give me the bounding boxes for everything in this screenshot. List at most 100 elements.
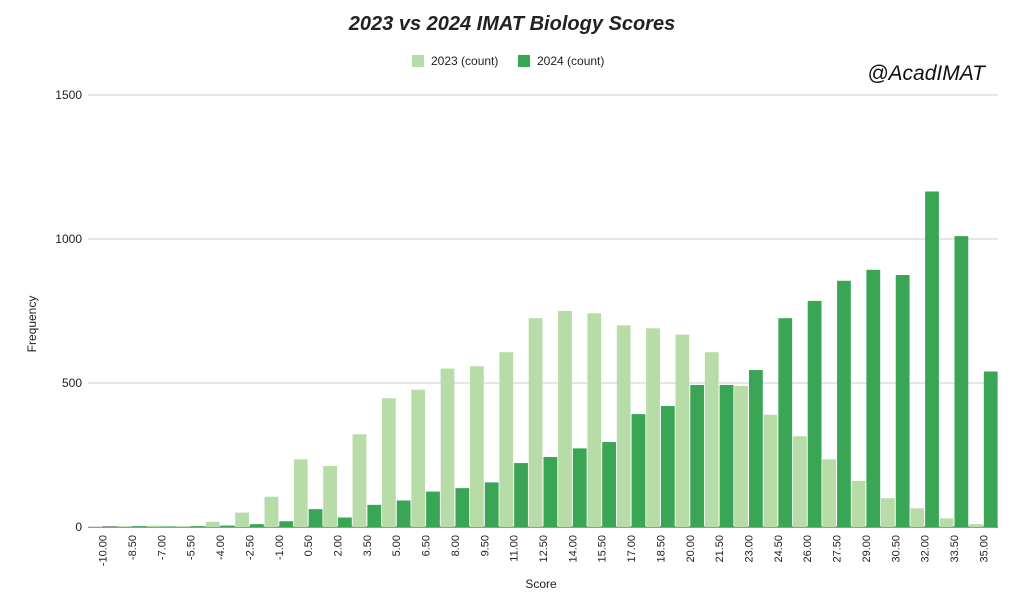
x-tick-label: 30.50	[890, 535, 902, 563]
bar	[484, 482, 499, 527]
bar	[763, 414, 778, 527]
bar	[220, 525, 235, 527]
bar	[954, 236, 969, 527]
bar	[132, 526, 147, 527]
bar	[426, 491, 440, 527]
bar	[675, 334, 690, 527]
bar	[837, 280, 851, 527]
x-tick-label: 24.50	[773, 535, 785, 563]
bar	[293, 459, 308, 527]
bar	[469, 366, 484, 527]
bar	[396, 500, 411, 527]
watermark: @AcadIMAT	[867, 62, 987, 85]
x-tick-label: 26.00	[802, 535, 814, 563]
x-tick-label: -7.00	[156, 535, 168, 560]
bar	[704, 352, 719, 527]
bar	[646, 328, 660, 527]
bar	[807, 300, 822, 527]
bar	[235, 512, 249, 527]
x-tick-label: -5.50	[186, 535, 198, 560]
x-tick-label: 29.00	[861, 535, 873, 563]
bar	[279, 521, 294, 527]
bar	[514, 463, 528, 527]
x-tick-label: 3.50	[362, 535, 374, 556]
bar	[822, 459, 837, 527]
bar	[910, 508, 925, 527]
bar	[969, 524, 983, 527]
x-tick-label: -4.00	[215, 535, 227, 560]
bar	[117, 526, 132, 527]
bar	[748, 370, 763, 527]
x-tick-label: 14.00	[567, 535, 579, 563]
bar	[264, 496, 279, 527]
bar	[147, 525, 161, 527]
bar	[176, 526, 191, 527]
y-axis-title: Frequency	[25, 296, 39, 353]
bar	[660, 406, 675, 527]
x-tick-label: 9.50	[479, 535, 491, 556]
x-tick-label: 11.00	[509, 535, 521, 562]
y-tick-label: 500	[62, 376, 82, 390]
bar	[602, 442, 617, 527]
chart-title: 2023 vs 2024 IMAT Biology Scores	[348, 13, 675, 35]
bar	[587, 313, 602, 527]
bar	[734, 385, 748, 527]
bar	[205, 521, 220, 527]
bar	[528, 318, 543, 527]
bar	[778, 318, 793, 527]
legend-label: 2024 (count)	[537, 54, 604, 68]
bar	[558, 311, 572, 527]
x-tick-label: 2.00	[333, 535, 345, 556]
y-tick-label: 0	[75, 520, 82, 534]
x-axis-title: Score	[525, 577, 557, 591]
x-tick-label: 5.00	[391, 535, 403, 556]
bar	[572, 448, 587, 527]
bar	[719, 385, 734, 527]
legend-label: 2023 (count)	[431, 54, 498, 68]
x-tick-label: 18.50	[655, 535, 667, 563]
bar	[690, 385, 705, 527]
x-tick-label: -8.50	[127, 535, 139, 560]
x-tick-label: 20.00	[685, 535, 697, 563]
bar	[543, 457, 558, 527]
bar	[367, 504, 382, 527]
legend-swatch	[412, 55, 424, 67]
legend-swatch	[518, 55, 530, 67]
bar	[939, 518, 954, 527]
x-tick-label: 12.50	[538, 535, 550, 563]
bar	[338, 517, 352, 527]
bar	[631, 414, 646, 527]
bar	[161, 526, 176, 527]
x-tick-label: 32.00	[920, 535, 932, 563]
x-tick-label: 23.00	[743, 535, 755, 563]
bar	[440, 368, 455, 527]
x-tick-label: 35.00	[978, 535, 990, 563]
bar	[866, 269, 881, 527]
x-tick-label: 15.50	[597, 535, 609, 563]
x-tick-label: -2.50	[244, 535, 256, 560]
y-tick-label: 1500	[55, 88, 82, 102]
x-tick-label: 21.50	[714, 535, 726, 563]
bar	[191, 526, 206, 527]
x-tick-label: 6.50	[421, 535, 433, 556]
bar	[925, 191, 939, 528]
bar	[880, 498, 895, 527]
bar	[323, 465, 338, 527]
bar	[616, 325, 631, 527]
x-tick-label: -1.00	[274, 535, 286, 560]
bar	[983, 371, 998, 527]
bar	[411, 389, 426, 527]
y-tick-label: 1000	[55, 232, 82, 246]
bar	[381, 398, 396, 527]
x-tick-label: 17.00	[626, 535, 638, 563]
bar	[499, 352, 514, 527]
x-tick-label: 8.00	[450, 535, 462, 556]
bar	[851, 480, 866, 527]
bar	[455, 488, 470, 527]
bar	[352, 434, 367, 527]
bar	[249, 524, 264, 527]
bar	[792, 436, 807, 527]
bar	[895, 275, 910, 527]
